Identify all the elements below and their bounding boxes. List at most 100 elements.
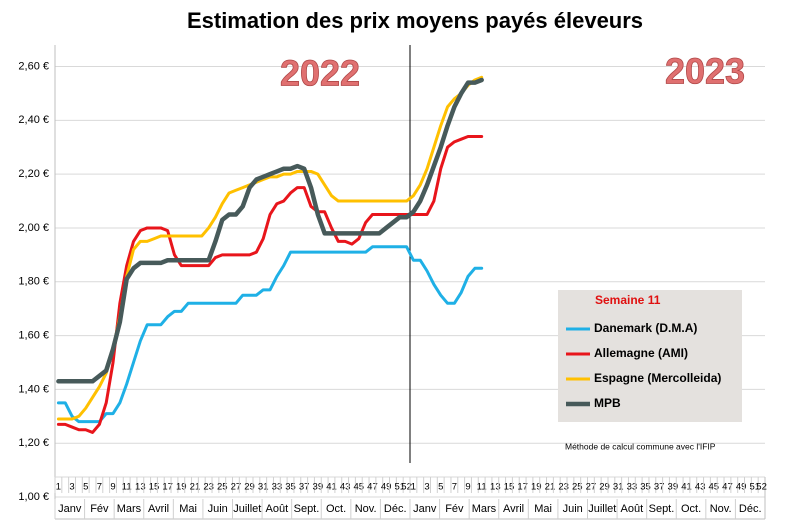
y-tick-label: 2,60 € xyxy=(18,60,49,72)
x-tick-label: 11 xyxy=(477,482,487,493)
series-line xyxy=(56,75,484,421)
x-tick-label: 52 xyxy=(401,482,412,493)
x-tick-label: 43 xyxy=(340,482,351,493)
y-tick-label: 2,20 € xyxy=(18,168,49,180)
x-tick-label: 7 xyxy=(97,482,102,493)
x-tick-label: 52 xyxy=(756,482,767,493)
x-tick-label: 27 xyxy=(231,482,242,493)
legend-box xyxy=(558,290,742,422)
x-tick-label: 41 xyxy=(681,482,692,493)
month-label: Déc. xyxy=(739,503,762,515)
y-tick-label: 1,80 € xyxy=(18,276,49,288)
month-label: Oct. xyxy=(326,503,346,515)
x-tick-label: 29 xyxy=(244,482,255,493)
x-tick-label: 41 xyxy=(326,482,337,493)
y-tick-label: 2,00 € xyxy=(18,222,49,234)
legend-title: Semaine 11 xyxy=(595,293,661,307)
x-tick-label: 51 xyxy=(394,482,405,493)
month-label: Avril xyxy=(503,503,524,515)
month-label: Sept. xyxy=(649,503,675,515)
month-label: Oct. xyxy=(681,503,701,515)
x-tick-label: 33 xyxy=(627,482,638,493)
x-tick-label: 17 xyxy=(517,482,528,493)
y-tick-label: 1,20 € xyxy=(18,437,49,449)
x-tick-label: 35 xyxy=(285,482,296,493)
legend: Danemark (D.M.A) Allemagne (AMI) Espagne (… xyxy=(566,321,721,410)
x-tick-label: 9 xyxy=(465,482,470,493)
month-label: Juin xyxy=(208,503,228,515)
x-tick-label: 25 xyxy=(217,482,228,493)
x-tick-label: 45 xyxy=(354,482,365,493)
month-label: Déc. xyxy=(384,503,407,515)
series-line xyxy=(56,134,484,434)
x-tick-label: 5 xyxy=(438,482,443,493)
x-tick-label: 11 xyxy=(122,482,132,493)
x-tick-label: 13 xyxy=(135,482,146,493)
x-tick-label: 29 xyxy=(599,482,610,493)
x-tick-label: 5 xyxy=(83,482,88,493)
x-tick-label: 17 xyxy=(162,482,173,493)
x-tick-label: 43 xyxy=(695,482,706,493)
x-tick-label: 21 xyxy=(545,482,556,493)
x-tick-label: 47 xyxy=(367,482,378,493)
y-tick-label: 2,40 € xyxy=(18,114,49,126)
x-tick-label: 9 xyxy=(110,482,115,493)
month-label: Fév xyxy=(445,503,464,515)
x-tick-label: 19 xyxy=(531,482,542,493)
month-label: Août xyxy=(266,503,289,515)
x-tick-label: 39 xyxy=(668,482,679,493)
month-label: Juillet xyxy=(588,503,616,515)
chart-title: Estimation des prix moyens payés éleveur… xyxy=(187,8,643,33)
month-label: Avril xyxy=(148,503,169,515)
month-label: Juin xyxy=(563,503,583,515)
x-tick-label: 33 xyxy=(272,482,283,493)
axes: 1,00 € 1,20 € 1,40 € 1,60 € 1,80 € 2,00 € 2,20… xyxy=(18,45,767,520)
month-label: Août xyxy=(621,503,644,515)
x-tick-label: 19 xyxy=(176,482,187,493)
month-label: Janv xyxy=(413,503,437,515)
month-label: Mai xyxy=(534,503,552,515)
x-tick-label: 3 xyxy=(69,482,74,493)
x-tick-label: 31 xyxy=(258,482,269,493)
x-tick-label: 23 xyxy=(558,482,569,493)
x-tick-label: 27 xyxy=(586,482,597,493)
y-tick-label: 1,60 € xyxy=(18,329,49,341)
x-tick-label: 13 xyxy=(490,482,501,493)
y-tick-label: 1,00 € xyxy=(18,491,49,503)
x-tick-label: 45 xyxy=(709,482,720,493)
month-label: Janv xyxy=(58,503,82,515)
month-label: Fév xyxy=(90,503,109,515)
year-label: 2022 xyxy=(280,53,360,94)
legend-label: MPB xyxy=(594,396,621,410)
x-tick-label: 31 xyxy=(613,482,624,493)
legend-label: Danemark (D.M.A) xyxy=(594,321,697,335)
x-tick-label: 21 xyxy=(190,482,201,493)
y-tick-label: 1,40 € xyxy=(18,383,49,395)
month-label: Nov. xyxy=(355,503,377,515)
month-label: Mars xyxy=(472,503,497,515)
x-tick-label: 1 xyxy=(56,482,61,493)
lines xyxy=(56,75,484,434)
x-tick-label: 3 xyxy=(424,482,429,493)
month-label: Mars xyxy=(117,503,142,515)
note: Méthode de calcul commune avec l'IFIP xyxy=(565,441,716,451)
legend-label: Espagne (Mercolleida) xyxy=(594,371,721,385)
x-tick-label: 7 xyxy=(452,482,457,493)
x-tick-label: 25 xyxy=(572,482,583,493)
month-label: Sept. xyxy=(294,503,320,515)
x-tick-label: 51 xyxy=(749,482,760,493)
x-tick-label: 49 xyxy=(736,482,747,493)
x-tick-label: 47 xyxy=(722,482,733,493)
year-label: 2023 xyxy=(665,51,745,92)
month-label: Mai xyxy=(179,503,197,515)
month-label: Juillet xyxy=(233,503,261,515)
x-tick-label: 49 xyxy=(381,482,392,493)
series-line xyxy=(56,245,484,424)
legend-label: Allemagne (AMI) xyxy=(594,346,688,360)
x-tick-label: 37 xyxy=(299,482,310,493)
x-tick-label: 35 xyxy=(640,482,651,493)
series-line xyxy=(56,77,484,384)
x-tick-label: 15 xyxy=(504,482,515,493)
x-tick-label: 37 xyxy=(654,482,665,493)
